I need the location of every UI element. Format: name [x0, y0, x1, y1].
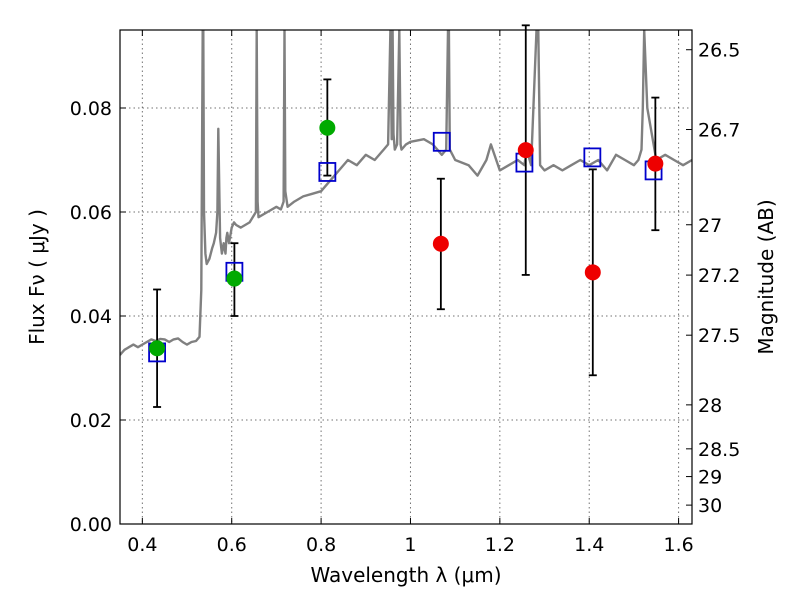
right-tick-label: 27.2	[698, 265, 740, 287]
ir-point	[584, 264, 601, 281]
y-tick-label: 0.08	[70, 98, 112, 120]
right-tick-label: 26.7	[698, 120, 740, 142]
right-tick-label: 27.5	[698, 325, 740, 347]
hst-point	[226, 270, 243, 287]
x-tick-label: 0.8	[306, 534, 336, 556]
ir-point	[647, 155, 664, 172]
x-tick-label: 1	[404, 534, 416, 556]
x-tick-label: 0.6	[217, 534, 247, 556]
y-tick-label: 0.02	[70, 410, 112, 432]
right-tick-label: 26.5	[698, 40, 740, 62]
right-tick-label: 28	[698, 395, 722, 417]
grid-lines	[120, 30, 692, 524]
model-photometry-square	[583, 147, 602, 168]
y-tick-label: 0.06	[70, 202, 112, 224]
x-tick-label: 0.4	[127, 534, 157, 556]
ir-point	[517, 142, 534, 159]
right-tick-label: 29	[698, 467, 722, 489]
plot-frame	[119, 29, 693, 525]
ir-point	[432, 235, 449, 252]
axis-ticks: 0.4 0.6 0.8 1 1.2 1.4 1.6 0.00 0.02 0.04 0.06 0.08 2…	[70, 30, 740, 556]
x-tick-label: 1.2	[485, 534, 515, 556]
right-tick-label: 30	[698, 495, 722, 517]
y-tick-label: 0.00	[70, 514, 112, 536]
x-axis-title: Wavelength λ (μm)	[310, 563, 501, 587]
right-tick-label: 27	[698, 215, 722, 237]
x-tick-label: 1.6	[663, 534, 693, 556]
right-axis-title: Magnitude (AB)	[754, 199, 778, 354]
right-tick-label: 28.5	[698, 439, 740, 461]
model-photometry-square	[432, 131, 451, 152]
model-photometry-square	[318, 162, 337, 182]
y-tick-label: 0.04	[70, 306, 112, 328]
x-tick-label: 1.4	[574, 534, 604, 556]
y-axis-title: Flux Fν ( μJy )	[25, 209, 49, 345]
data-markers	[148, 24, 664, 408]
hst-point	[319, 119, 336, 136]
hst-point	[149, 340, 166, 357]
